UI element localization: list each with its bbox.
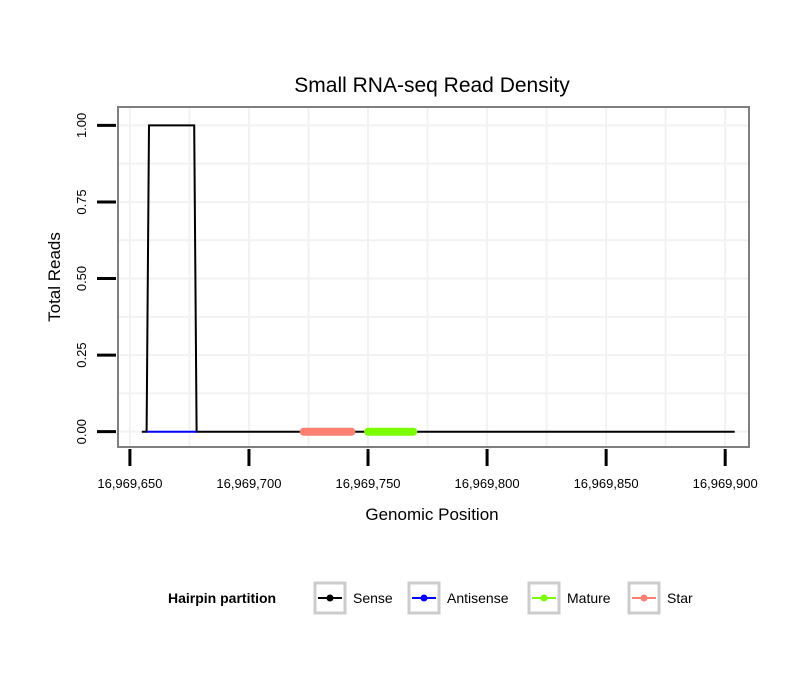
series-layer	[141, 124, 735, 436]
legend: Hairpin partition Sense Antisense Mature St…	[168, 581, 693, 615]
x-tick-label: 16,969,900	[693, 476, 758, 491]
legend-label-mature: Mature	[567, 590, 611, 606]
x-tick-label: 16,969,650	[97, 476, 162, 491]
x-tick-label: 16,969,750	[335, 476, 400, 491]
legend-key-point	[420, 594, 428, 602]
series-sense-line	[141, 124, 735, 433]
x-tick-label: 16,969,800	[455, 476, 520, 491]
legend-label-star: Star	[667, 590, 693, 606]
legend-key-point	[540, 594, 548, 602]
y-tick-label: 1.00	[74, 113, 89, 138]
x-axis-title: Genomic Position	[365, 505, 498, 524]
y-tick-label: 0.50	[74, 266, 89, 291]
y-axis: 0.00 0.25 0.50 0.75 1.00	[74, 113, 116, 444]
legend-label-sense: Sense	[353, 590, 393, 606]
y-axis-title: Total Reads	[45, 232, 64, 322]
plot-border	[117, 106, 750, 448]
x-tick-label: 16,969,850	[574, 476, 639, 491]
y-tick-label: 0.25	[74, 342, 89, 367]
legend-key-point	[326, 594, 334, 602]
y-tick-label: 0.75	[74, 189, 89, 214]
legend-label-antisense: Antisense	[447, 590, 509, 606]
legend-title: Hairpin partition	[168, 590, 276, 606]
x-tick-label: 16,969,700	[216, 476, 281, 491]
legend-key-point	[640, 594, 648, 602]
plot-area	[118, 107, 749, 447]
chart-title: Small RNA-seq Read Density	[294, 74, 570, 97]
x-axis: 16,969,650 16,969,700 16,969,750 16,969,800…	[97, 449, 758, 491]
y-tick-label: 0.00	[74, 419, 89, 444]
